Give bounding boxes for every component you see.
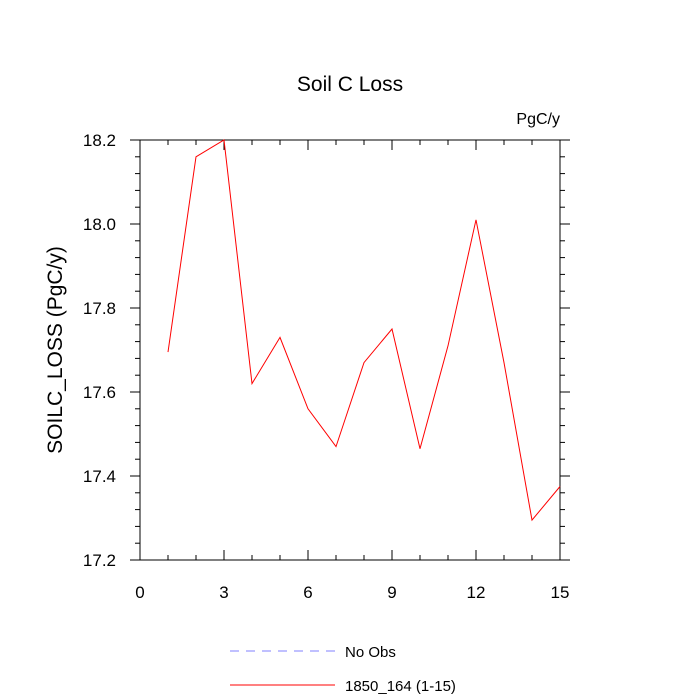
y-tick-label: 17.8 <box>83 299 116 318</box>
x-tick-label: 9 <box>387 583 396 602</box>
legend: No Obs 1850_164 (1-15) <box>230 644 456 695</box>
y-tick-label: 18.0 <box>83 215 116 234</box>
plot-frame <box>139 139 561 561</box>
legend-label: No Obs <box>345 644 396 661</box>
series-line <box>167 139 561 522</box>
y-tick-label: 18.2 <box>83 131 116 150</box>
series-layer <box>167 139 561 522</box>
x-tick-label: 3 <box>219 583 228 602</box>
y-tick-label: 17.6 <box>83 383 116 402</box>
chart-title: Soil C Loss <box>297 73 403 96</box>
x-tick-label: 0 <box>135 583 144 602</box>
x-tick-labels: 0 3 6 9 12 15 <box>135 583 569 602</box>
x-tick-label: 12 <box>467 583 486 602</box>
axis-ticks <box>130 139 570 561</box>
x-tick-label: 15 <box>551 583 570 602</box>
y-tick-labels: 17.2 17.4 17.6 17.8 18.0 18.2 <box>83 131 116 570</box>
y-tick-label: 17.4 <box>83 467 116 486</box>
x-tick-label: 6 <box>303 583 312 602</box>
y-axis-label: SOILC_LOSS (PgC/y) <box>44 246 67 454</box>
y-tick-label: 17.2 <box>83 551 116 570</box>
units-label: PgC/y <box>516 111 560 128</box>
legend-label: 1850_164 (1-15) <box>345 678 456 695</box>
